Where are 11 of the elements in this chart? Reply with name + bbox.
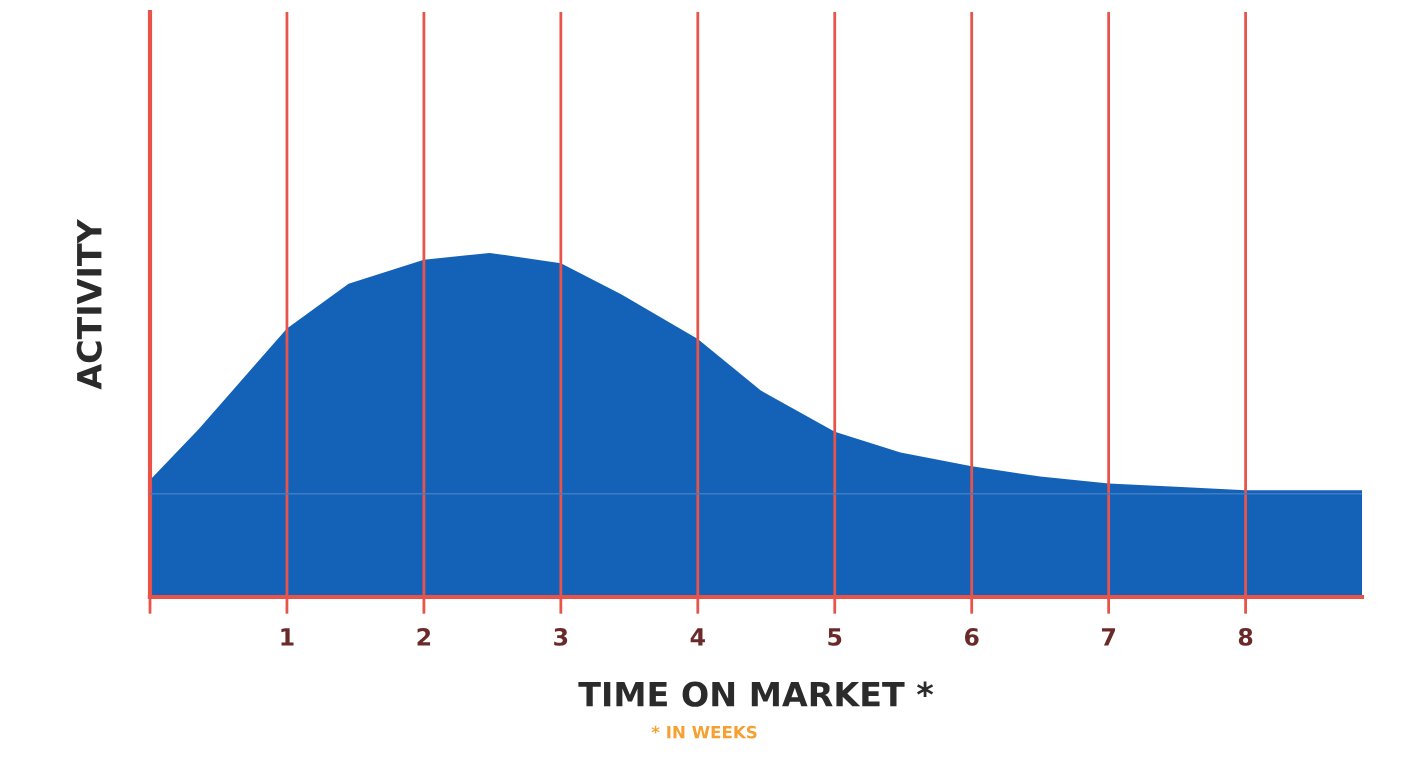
x-tick-label: 2 xyxy=(417,627,431,646)
text: * IN WEEKS xyxy=(651,725,757,739)
x-tick-label: 6 xyxy=(964,627,979,646)
x-axis-title: TIME ON MARKET * xyxy=(578,681,934,707)
y-axis-title: ACTIVITY xyxy=(76,218,102,390)
x-tick-label: 1 xyxy=(281,628,294,646)
x-tick-label: 5 xyxy=(828,628,842,646)
x-tick-label: 8 xyxy=(1238,627,1253,646)
x-tick-label: 7 xyxy=(1102,628,1115,646)
x-tick-label: 4 xyxy=(690,628,705,646)
x-tick-label: 3 xyxy=(554,627,568,646)
